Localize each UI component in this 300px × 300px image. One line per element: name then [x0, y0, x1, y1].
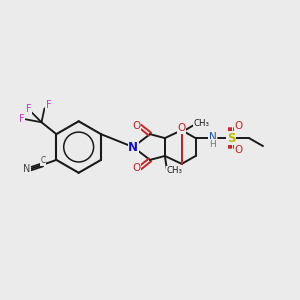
- Text: CH₃: CH₃: [194, 119, 209, 128]
- Text: N: N: [208, 132, 216, 142]
- Text: H: H: [209, 140, 216, 148]
- Text: F: F: [46, 100, 51, 110]
- Text: F: F: [26, 104, 32, 114]
- Text: O: O: [234, 121, 242, 131]
- Text: C: C: [41, 156, 46, 165]
- Text: O: O: [178, 123, 186, 133]
- Text: N: N: [23, 164, 30, 174]
- Text: O: O: [132, 163, 140, 173]
- Text: S: S: [227, 132, 236, 145]
- Text: F: F: [19, 114, 25, 124]
- Text: N: N: [128, 140, 138, 154]
- Text: O: O: [234, 145, 242, 155]
- Text: CH₃: CH₃: [167, 166, 183, 175]
- Text: O: O: [132, 121, 140, 131]
